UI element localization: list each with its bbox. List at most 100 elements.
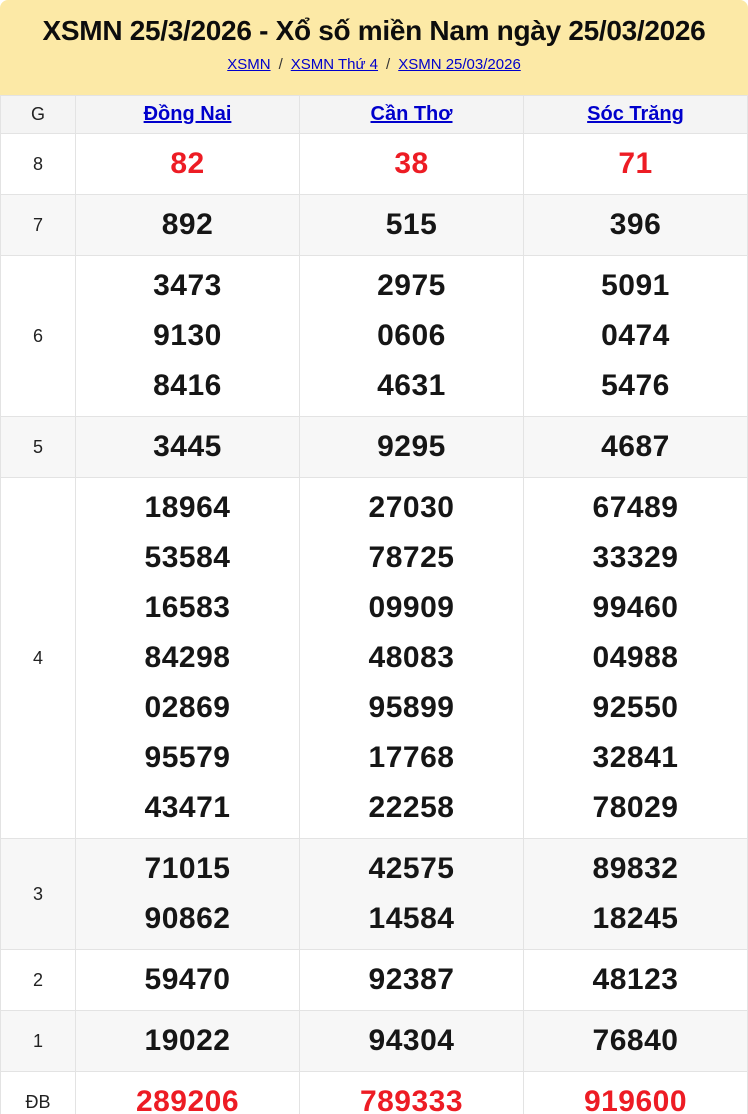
prize-row-6: 6 3473 9130 8416 2975 0606 4631 5091 0474 5476 (1, 256, 747, 417)
result-cell: 289206 (75, 1072, 299, 1114)
result-number: 78029 (592, 791, 679, 824)
result-number: 33329 (592, 541, 679, 574)
result-number: 32841 (592, 741, 679, 774)
result-number: 67489 (592, 491, 679, 524)
result-cell: 71 (523, 134, 747, 194)
result-cell: 5091 0474 5476 (523, 256, 747, 416)
province-link-cần-thơ[interactable]: Cần Thơ (370, 103, 453, 125)
result-number: 3473 (153, 269, 222, 302)
result-cell: 82 (75, 134, 299, 194)
result-number: 22258 (368, 791, 455, 824)
prize-label: 1 (32, 1030, 43, 1051)
result-cell: 892 (75, 195, 299, 255)
result-number: 38 (394, 147, 429, 180)
result-cell: 2975 0606 4631 (299, 256, 523, 416)
header-cell: Đồng Nai (75, 96, 299, 133)
result-number: 95579 (144, 741, 231, 774)
corner-label: G (30, 104, 45, 124)
prize-label: 7 (32, 214, 43, 235)
prize-label: 5 (32, 436, 43, 457)
result-cell: 3473 9130 8416 (75, 256, 299, 416)
result-cell: 919600 (523, 1072, 747, 1114)
breadcrumb: XSMN / XSMN Thứ 4 / XSMN 25/03/2026 (0, 56, 748, 73)
result-number: 5091 (601, 269, 670, 302)
result-number: 789333 (359, 1085, 464, 1114)
table-header-row: G Đồng Nai Cần Thơ Sóc Trăng (1, 96, 747, 134)
result-cell: 9295 (299, 417, 523, 477)
result-number: 02869 (144, 691, 231, 724)
page-header: XSMN 25/3/2026 - Xổ số miền Nam ngày 25/… (0, 0, 748, 95)
prize-label: ĐB (25, 1091, 51, 1112)
prize-row-5: 5 3445 9295 4687 (1, 417, 747, 478)
result-number: 19022 (144, 1024, 231, 1057)
result-number: 99460 (592, 591, 679, 624)
result-number: 892 (161, 208, 214, 241)
result-number: 18964 (144, 491, 231, 524)
prize-label: 4 (32, 647, 43, 668)
result-number: 289206 (135, 1085, 240, 1114)
result-number: 71 (618, 147, 653, 180)
breadcrumb-link-2[interactable]: XSMN Thứ 4 (290, 56, 379, 73)
result-cell: 19022 (75, 1011, 299, 1071)
result-cell: 4687 (523, 417, 747, 477)
header-cell: Cần Thơ (299, 96, 523, 133)
result-number: 0474 (601, 319, 670, 352)
prize-row-8: 8 82 38 71 (1, 134, 747, 195)
province-link-sóc-trăng[interactable]: Sóc Trăng (587, 103, 684, 125)
prize-row-1: 1 19022 94304 76840 (1, 1011, 747, 1072)
page-title: XSMN 25/3/2026 - Xổ số miền Nam ngày 25/… (42, 15, 706, 46)
breadcrumb-link-1[interactable]: XSMN (227, 56, 271, 73)
header-cell: Sóc Trăng (523, 96, 747, 133)
province-link-đồng-nai[interactable]: Đồng Nai (143, 103, 232, 125)
result-number: 9130 (153, 319, 222, 352)
breadcrumb-separator: / (386, 56, 391, 73)
result-number: 919600 (583, 1085, 688, 1114)
prize-row-3: 3 71015 90862 42575 14584 89832 18245 (1, 839, 747, 950)
result-number: 0606 (377, 319, 446, 352)
result-number: 8416 (153, 369, 222, 402)
result-number: 515 (385, 208, 438, 241)
result-cell: 3445 (75, 417, 299, 477)
result-number: 76840 (592, 1024, 679, 1057)
result-number: 92550 (592, 691, 679, 724)
prize-row-ĐB: ĐB 289206 789333 919600 (1, 1072, 747, 1114)
result-cell: 27030 78725 09909 48083 95899 17768 22258 (299, 478, 523, 838)
result-number: 78725 (368, 541, 455, 574)
result-number: 95899 (368, 691, 455, 724)
result-number: 3445 (153, 430, 222, 463)
result-number: 16583 (144, 591, 231, 624)
result-number: 17768 (368, 741, 455, 774)
result-number: 84298 (144, 641, 231, 674)
result-cell: 76840 (523, 1011, 747, 1071)
result-cell: 396 (523, 195, 747, 255)
result-number: 89832 (592, 852, 679, 885)
result-number: 42575 (368, 852, 455, 885)
result-number: 92387 (368, 963, 455, 996)
result-cell: 515 (299, 195, 523, 255)
result-cell: 92387 (299, 950, 523, 1010)
result-number: 4631 (377, 369, 446, 402)
result-number: 04988 (592, 641, 679, 674)
result-number: 43471 (144, 791, 231, 824)
breadcrumb-link-3[interactable]: XSMN 25/03/2026 (398, 56, 521, 73)
result-number: 9295 (377, 430, 446, 463)
result-cell: 789333 (299, 1072, 523, 1114)
prize-label: 8 (32, 153, 43, 174)
result-cell: 18964 53584 16583 84298 02869 95579 43471 (75, 478, 299, 838)
prize-row-2: 2 59470 92387 48123 (1, 950, 747, 1011)
lottery-results-table: G Đồng Nai Cần Thơ Sóc Trăng 8 82 38 71 7 892 515 3… (0, 95, 748, 1114)
result-number: 2975 (377, 269, 446, 302)
prize-label: 6 (32, 325, 43, 346)
result-cell: 67489 33329 99460 04988 92550 32841 78029 (523, 478, 747, 838)
result-number: 18245 (592, 902, 679, 935)
result-cell: 59470 (75, 950, 299, 1010)
result-cell: 42575 14584 (299, 839, 523, 949)
result-number: 48123 (592, 963, 679, 996)
result-number: 94304 (368, 1024, 455, 1057)
result-number: 71015 (144, 852, 231, 885)
result-number: 27030 (368, 491, 455, 524)
result-number: 90862 (144, 902, 231, 935)
result-number: 4687 (601, 430, 670, 463)
prize-row-4: 4 18964 53584 16583 84298 02869 95579 43471 2703… (1, 478, 747, 839)
result-number: 396 (609, 208, 662, 241)
